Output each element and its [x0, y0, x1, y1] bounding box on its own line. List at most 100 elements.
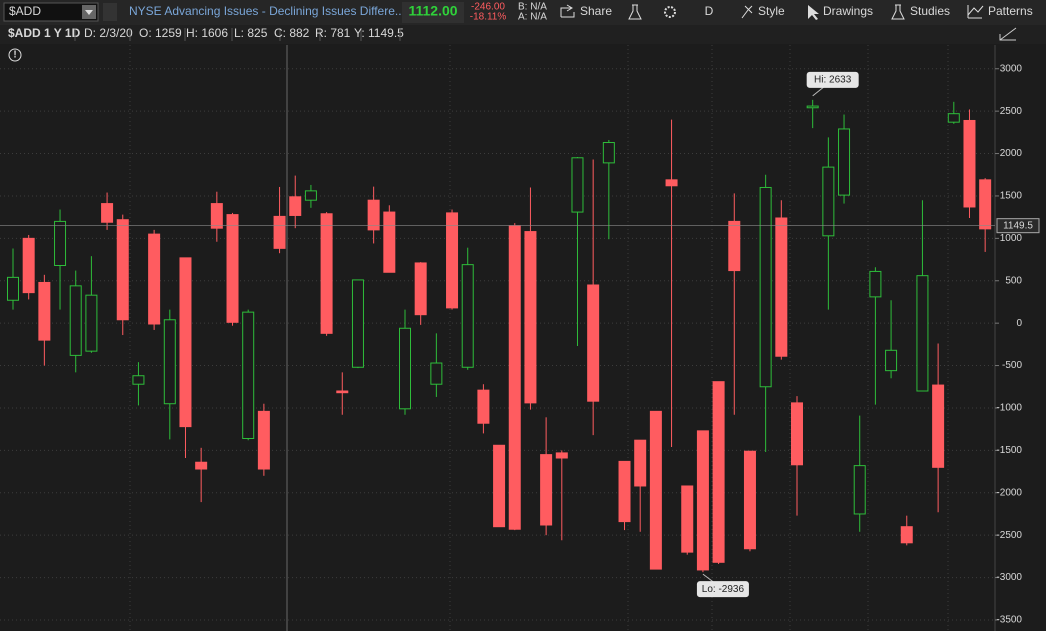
candle-body [38, 281, 51, 341]
candle-body [320, 213, 333, 334]
y-tick-label: 3000 [1000, 63, 1023, 74]
candle-body [257, 410, 270, 470]
candle-body [775, 217, 788, 357]
symbol-box[interactable] [3, 2, 99, 22]
candle-body [477, 389, 490, 424]
flask-icon[interactable] [628, 4, 642, 20]
alert-icon[interactable] [8, 48, 22, 62]
candle-body [273, 215, 286, 249]
candle-body [681, 485, 694, 553]
candle-body [806, 105, 819, 109]
info-item: Y: 1149.5 [354, 26, 404, 40]
candle-body [634, 439, 647, 487]
candle-body [367, 199, 380, 231]
candle-body [414, 262, 427, 316]
toolbar [0, 0, 1046, 25]
settings-icon[interactable] [664, 6, 676, 18]
candle-body [571, 157, 584, 213]
candle-body [116, 219, 129, 321]
last-box [402, 2, 464, 23]
candle-body [759, 186, 772, 388]
info-items: $ADD 1 Y 1D D: 2/3/20 O: 1259 H: 1606 L: 825… [8, 26, 404, 41]
candle-body [838, 128, 851, 196]
candle-body [430, 362, 443, 385]
drawings-button[interactable]: Drawings [823, 4, 873, 18]
y-tick-label: -2000 [996, 487, 1022, 498]
crosshair-label: 1149.5 [1003, 220, 1033, 231]
candle-body [22, 237, 35, 294]
candle-body [210, 203, 223, 229]
candle-body [195, 461, 208, 470]
link-button[interactable] [103, 3, 117, 21]
candle-body [446, 212, 459, 309]
y-tick-label: -1000 [996, 403, 1022, 414]
candle-body [179, 257, 192, 428]
aggregation-button[interactable]: D [705, 4, 714, 18]
candle-body [148, 233, 161, 325]
info-item: L: 825 [234, 26, 268, 40]
patterns-button[interactable]: Patterns [988, 4, 1033, 18]
candle-body [916, 275, 929, 392]
candle-body [743, 450, 756, 550]
change-percent: -18.11% [470, 12, 507, 23]
info-bar [0, 25, 1046, 44]
y-tick-label: -2500 [996, 530, 1022, 541]
candle-body [351, 279, 364, 368]
y-tick-label: 500 [1005, 275, 1022, 286]
info-item: $ADD 1 Y 1D [8, 26, 81, 40]
candle-body [540, 454, 553, 526]
candle-body [712, 381, 725, 563]
candle-body [383, 211, 396, 273]
candle-body [493, 444, 506, 528]
candle-body [822, 166, 835, 237]
y-tick-label: 0 [1016, 318, 1022, 329]
change: -246.00 [471, 2, 505, 13]
y-tick-label: -500 [1002, 360, 1022, 371]
candle-body [163, 319, 176, 405]
candle-body [226, 214, 239, 323]
candle-body [132, 375, 145, 385]
y-tick-label: -1500 [996, 445, 1022, 456]
candle-body [69, 285, 82, 356]
studies-icon [891, 4, 905, 20]
candle-body [947, 113, 960, 123]
info-item: H: 1606 [186, 26, 228, 40]
info-item: D: 2/3/20 [84, 26, 133, 40]
dropdown-arrow [85, 10, 93, 15]
candle-body [791, 402, 803, 466]
studies-button[interactable]: Studies [910, 4, 950, 18]
last-price: 1112.00 [408, 3, 457, 19]
style-button[interactable]: Style [758, 4, 785, 18]
alert-mark: ! [13, 50, 16, 61]
ask: A: N/A [518, 12, 547, 23]
candle-body [963, 119, 976, 208]
y-tick-label: -3500 [996, 615, 1022, 626]
candle-body [869, 270, 882, 298]
candle-body [555, 452, 568, 459]
annotation: Hi: 2633 [814, 75, 852, 86]
expand-icon[interactable] [999, 27, 1017, 41]
annotation: Lo: -2936 [702, 584, 745, 595]
candle-body [336, 390, 349, 394]
candle-body [304, 190, 317, 201]
candle-body [696, 430, 709, 571]
candle-body [885, 349, 898, 372]
info-item: R: 781 [315, 26, 351, 40]
annotation-box [806, 71, 859, 88]
y-tick-label: -3000 [996, 572, 1022, 583]
share-button[interactable]: Share [580, 4, 612, 18]
patterns-icon [967, 5, 984, 19]
candle-body [461, 264, 474, 368]
y-tick-label: 2000 [1000, 148, 1023, 159]
candle-body [665, 179, 678, 187]
candle-body [85, 294, 98, 352]
candle-body [524, 231, 537, 404]
candle-body [399, 327, 411, 410]
candle-body [242, 311, 255, 439]
drawings-icon [808, 5, 819, 20]
symbol: $ADD [9, 4, 41, 18]
crosshair-label-box [996, 218, 1040, 234]
candle-body [508, 225, 521, 530]
candle-body [853, 465, 866, 515]
